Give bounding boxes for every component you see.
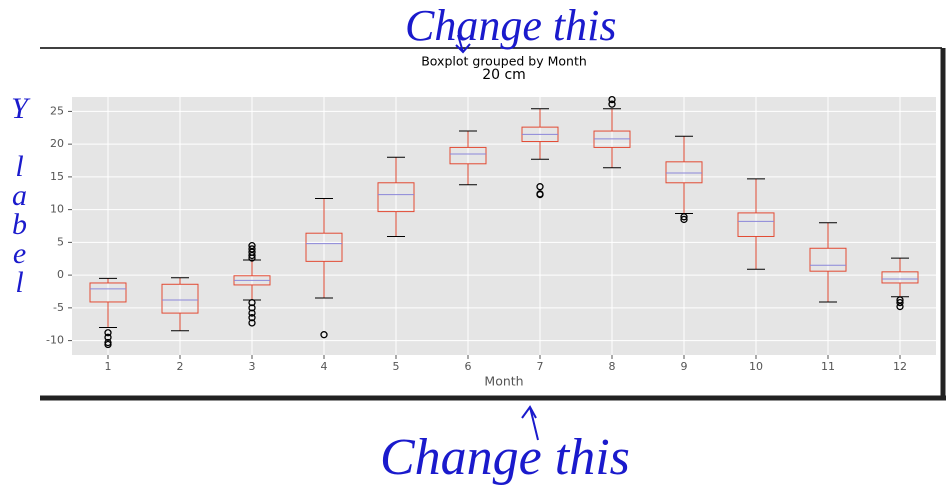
x-axis-label: Month — [484, 374, 523, 389]
y-tick-label: 25 — [50, 104, 64, 117]
flier — [248, 314, 256, 322]
flier — [104, 340, 112, 349]
box — [89, 282, 127, 303]
y-tick-label: -10 — [46, 334, 64, 347]
y-tick-label: 5 — [57, 235, 64, 248]
box — [161, 283, 199, 314]
flier — [536, 190, 544, 199]
y-tick-label: 20 — [50, 137, 64, 150]
flier — [248, 304, 256, 312]
annotation: Y label — [3, 92, 36, 295]
flier — [608, 100, 616, 108]
x-tick-label: 11 — [821, 360, 835, 373]
x-tick-label: 9 — [681, 360, 688, 373]
flier — [104, 333, 112, 341]
flier — [896, 302, 904, 311]
x-tick-label: 2 — [177, 360, 184, 373]
y-tick-label: 0 — [57, 268, 64, 281]
x-tick-label: 10 — [749, 360, 763, 373]
flier — [680, 213, 688, 221]
annotation: Change this — [380, 429, 630, 486]
x-tick-label: 3 — [249, 360, 256, 373]
box — [377, 182, 415, 213]
x-tick-label: 12 — [893, 360, 907, 373]
grid — [72, 97, 936, 355]
flier — [896, 298, 904, 307]
x-tick-label: 1 — [105, 360, 112, 373]
flier — [104, 329, 112, 337]
x-tick-label: 6 — [465, 360, 472, 373]
flier — [680, 215, 688, 224]
box — [809, 247, 847, 272]
annotation-arrow — [521, 405, 539, 441]
x-tick-label: 7 — [537, 360, 544, 373]
box — [881, 271, 919, 284]
annotation: Change this — [405, 1, 616, 50]
y-tick-label: 10 — [50, 203, 64, 216]
x-tick-label: 5 — [393, 360, 400, 373]
box — [665, 161, 703, 184]
y-tick-label: -5 — [53, 301, 64, 314]
box — [737, 212, 775, 237]
plot-area — [72, 97, 936, 355]
flier — [248, 298, 256, 307]
chart-subtitle: 20 cm — [482, 67, 526, 83]
flier — [608, 95, 616, 104]
chart-title: Boxplot grouped by Month — [421, 54, 587, 69]
flier — [248, 319, 256, 327]
flier — [248, 241, 256, 250]
flier — [320, 331, 328, 339]
flier — [248, 309, 256, 317]
x-tick-label: 4 — [321, 360, 328, 373]
x-tick-label: 8 — [609, 360, 616, 373]
flier — [248, 245, 256, 253]
y-tick-label: 15 — [50, 170, 64, 183]
box — [449, 146, 487, 165]
box — [305, 232, 343, 262]
flier — [536, 183, 544, 191]
annotation-arrow — [455, 34, 471, 54]
